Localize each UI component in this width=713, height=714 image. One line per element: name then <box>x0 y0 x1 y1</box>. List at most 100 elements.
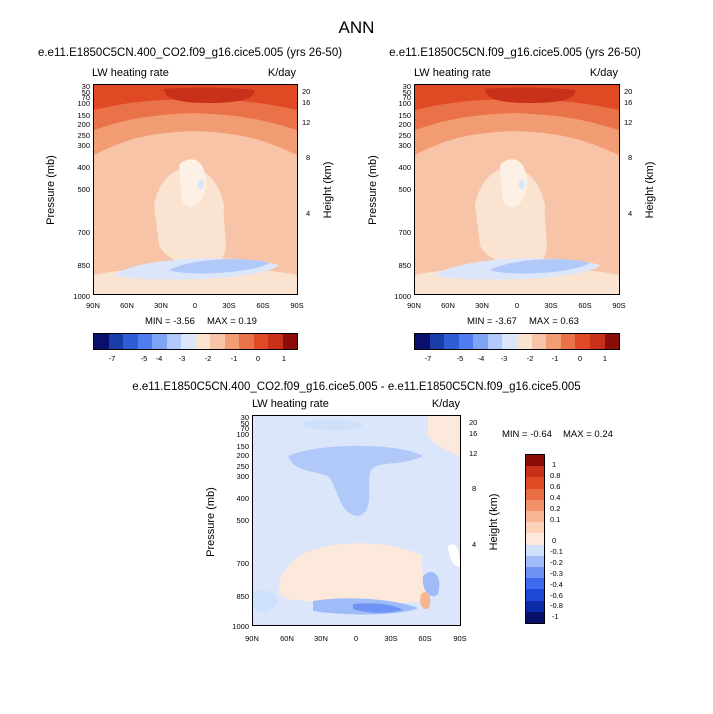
colorbar-swatch <box>268 334 283 349</box>
colorbar-label: -1 <box>552 612 559 621</box>
colorbar-swatch <box>108 334 123 349</box>
colorbar-swatch <box>195 334 210 349</box>
colorbar-swatch <box>526 522 544 534</box>
colorbar-label: -2 <box>526 354 534 363</box>
y-tick: 850 <box>77 261 90 270</box>
y-tick: 500 <box>77 185 90 194</box>
colorbar-label: 0.1 <box>550 515 561 524</box>
colorbar-label: -0.4 <box>550 580 563 589</box>
colorbar-label: -1 <box>230 354 238 363</box>
colorbar-label: 0.4 <box>550 493 561 502</box>
y2-tick: 8 <box>306 153 311 162</box>
panel-2-y-axis-title: Pressure (mb) <box>367 155 379 225</box>
y-tick: 50 <box>240 419 249 428</box>
colorbar-swatch <box>526 477 544 489</box>
y2-tick: 4 <box>306 209 311 218</box>
colorbar-label: 0 <box>552 536 557 545</box>
colorbar-label: -3 <box>178 354 186 363</box>
y2-tick: 16 <box>624 98 633 107</box>
x-tick: 90S <box>612 301 626 310</box>
colorbar-swatch <box>253 334 268 349</box>
colorbar-swatch <box>526 488 544 500</box>
x-tick: 90N <box>407 301 421 310</box>
y2-tick: 12 <box>624 118 633 127</box>
y-tick: 50 <box>402 88 411 97</box>
y-tick: 700 <box>236 559 249 568</box>
colorbar-swatch <box>473 334 488 349</box>
colorbar-label: 0.6 <box>550 482 561 491</box>
y-tick: 700 <box>398 228 411 237</box>
y-tick: 400 <box>77 163 90 172</box>
y2-tick: 20 <box>302 87 311 96</box>
y-tick: 100 <box>77 99 90 108</box>
colorbar-swatch <box>546 334 561 349</box>
colorbar-label: -4 <box>477 354 485 363</box>
colorbar-label: -0.1 <box>550 547 563 556</box>
y-tick: 150 <box>398 111 411 120</box>
colorbar-swatch <box>526 567 544 579</box>
panel-1-field <box>94 85 297 294</box>
x-tick: 30S <box>384 634 398 643</box>
y-tick: 30 <box>240 413 249 422</box>
x-tick: 30N <box>314 634 328 643</box>
panel-3-y-axis-title: Pressure (mb) <box>205 487 217 557</box>
y-tick: 150 <box>77 111 90 120</box>
x-tick: 30N <box>154 301 168 310</box>
y-tick: 50 <box>81 88 90 97</box>
panel-1-plot <box>93 84 298 295</box>
y2-tick: 20 <box>469 418 478 427</box>
colorbar-swatch <box>589 334 605 349</box>
colorbar-swatch <box>526 611 544 624</box>
colorbar-swatch <box>526 455 544 467</box>
x-tick: 90S <box>290 301 304 310</box>
y-tick: 1000 <box>232 622 249 631</box>
x-tick: 60N <box>441 301 455 310</box>
colorbar-swatch <box>152 334 167 349</box>
colorbar-swatch <box>526 544 544 556</box>
x-tick: 30N <box>475 301 489 310</box>
y2-tick: 16 <box>302 98 311 107</box>
panel-1-min: MIN = -3.56 <box>145 316 195 327</box>
colorbar-swatch <box>517 334 532 349</box>
panel-3-plot <box>252 415 461 626</box>
panel-1-colorbar <box>93 333 298 350</box>
panel-3-max: MAX = 0.24 <box>563 429 613 440</box>
panel-2-colorbar <box>414 333 620 350</box>
colorbar-label: 1 <box>602 354 608 363</box>
colorbar-swatch <box>526 499 544 512</box>
panel-2-variable-label: LW heating rate <box>414 67 491 79</box>
x-tick: 60S <box>578 301 592 310</box>
y-tick: 30 <box>81 82 90 91</box>
panel-1-units-label: K/day <box>267 67 296 79</box>
y-tick: 850 <box>398 261 411 270</box>
colorbar-label: -3 <box>500 354 508 363</box>
y2-tick: 16 <box>469 429 478 438</box>
colorbar-swatch <box>224 334 239 349</box>
panel-3-y2-axis-title: Height (km) <box>488 493 500 551</box>
y-tick: 500 <box>236 516 249 525</box>
panel-2-title: e.e11.E1850C5CN.f09_g16.cice5.005 (yrs 2… <box>389 47 641 59</box>
x-tick: 60S <box>256 301 270 310</box>
y2-tick: 12 <box>469 449 478 458</box>
main-title: ANN <box>338 18 375 37</box>
y-tick: 250 <box>77 131 90 140</box>
colorbar-swatch <box>502 334 518 349</box>
colorbar-swatch <box>94 334 109 349</box>
colorbar-label: -0.8 <box>550 601 563 610</box>
colorbar-swatch <box>526 555 544 568</box>
x-tick: 60N <box>280 634 294 643</box>
x-tick: 90N <box>86 301 100 310</box>
panel-3-variable-label: LW heating rate <box>252 398 329 410</box>
colorbar-label: -0.3 <box>550 569 563 578</box>
y-tick: 300 <box>398 141 411 150</box>
panel-3-min: MIN = -0.64 <box>502 429 552 440</box>
colorbar-swatch <box>575 334 590 349</box>
colorbar-swatch <box>239 334 254 349</box>
y-tick: 100 <box>236 430 249 439</box>
colorbar-label: 0 <box>577 354 583 363</box>
colorbar-swatch <box>181 334 196 349</box>
colorbar-swatch <box>531 334 547 349</box>
colorbar-swatch <box>210 334 225 349</box>
y-tick: 700 <box>77 228 90 237</box>
colorbar-swatch <box>487 334 503 349</box>
